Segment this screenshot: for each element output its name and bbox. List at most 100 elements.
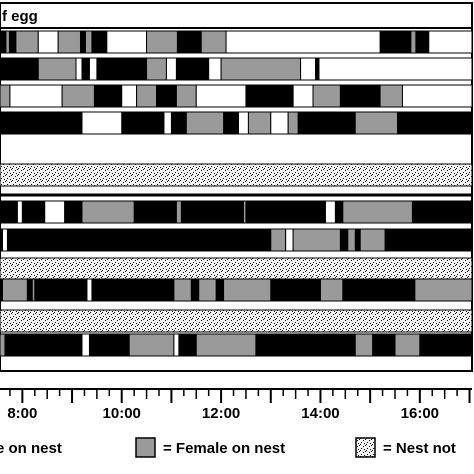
segment-female [37,57,77,81]
timeline-rows [0,30,473,357]
segment-male [223,112,239,134]
segment-unattended [195,84,247,108]
segment-male [171,112,187,134]
row-outline [0,333,473,357]
legend: e on nest = Female on nest = Nest not [0,437,456,458]
segment-male [7,229,271,251]
segment-male [191,279,199,301]
segment-male [315,58,319,80]
segment-male [89,334,130,356]
segment-empty [0,310,472,332]
timeline-row [0,228,473,252]
segment-unattended [270,111,289,135]
segment-male [0,229,3,251]
segment-female [146,30,178,54]
segment-female [198,278,217,302]
segment-male [81,58,90,80]
segment-male [342,279,415,301]
segment-male [419,334,472,356]
segment-unattended [173,333,180,357]
segment-female [223,278,272,302]
segment-unattended [163,111,172,135]
segment-female [175,84,197,108]
row-outline [0,163,473,187]
segment-male [385,229,472,251]
segment-unattended [37,30,59,54]
segment-female [342,200,413,224]
segment-unattended [324,200,336,224]
segment-unattended [165,57,177,81]
timeline-row [0,111,473,135]
segment-unattended [401,84,473,108]
segment-unattended [318,57,473,81]
segment-male [156,85,177,107]
timeline-row [0,257,473,281]
segment-female [61,84,95,108]
segment-male [91,279,174,301]
segment-empty [0,258,472,280]
segment-female [57,30,81,54]
segment-unattended [428,30,473,54]
segment-female [0,84,11,108]
x-tick-label: 8:00 [7,405,37,422]
segment-female [347,228,356,252]
segment-male [121,112,164,134]
segment-male [4,334,82,356]
row-outline [0,57,473,81]
row-outline [0,30,473,54]
segment-female [185,111,225,135]
row-outline [0,200,473,224]
segment-male [216,279,224,301]
segment-male [22,201,45,223]
segment-female [319,278,344,302]
segment-unattended [237,111,249,135]
legend-label-female: = Female on nest [163,440,285,457]
segment-female [81,200,135,224]
segment-unattended [300,57,316,81]
segment-male [94,85,122,107]
segment-female [128,333,175,357]
segment-female [394,333,421,357]
segment-female [1,278,28,302]
timeline-row [0,163,473,187]
segment-male [270,279,321,301]
segment-male [380,31,411,53]
segment-male [372,334,395,356]
segment-male [397,112,472,134]
header-label: f egg [2,8,38,25]
segment-male [0,112,82,134]
segment-male [13,31,16,53]
segment-female [31,278,36,302]
segment-unattended [1,228,8,252]
segment-female [379,84,403,108]
segment-male [96,58,147,80]
segment-male [415,31,429,53]
segment-unattended [81,333,90,357]
legend-swatch-empty [355,437,376,458]
segment-female [173,278,192,302]
segment-male [340,85,381,107]
segment-unattended [9,84,63,108]
legend-label-empty: = Nest not [383,440,456,457]
segment-female [5,30,10,54]
timeline-row [0,333,473,357]
timeline-row [0,278,473,302]
segment-male [298,112,356,134]
segment-male [181,201,244,223]
segment-female [287,111,299,135]
segment-female [11,30,14,54]
segment-female [175,200,182,224]
segment-female [292,228,341,252]
segment-unattended [292,84,314,108]
segment-unattended [16,200,23,224]
timeline-row [0,30,473,54]
segment-female [84,30,93,54]
segment-male [27,279,33,301]
segment-unattended [225,30,381,54]
segment-female [146,57,167,81]
row-outline [0,309,473,333]
segment-male [64,201,82,223]
segment-male [0,201,18,223]
x-tick-label: 14:00 [301,405,339,422]
